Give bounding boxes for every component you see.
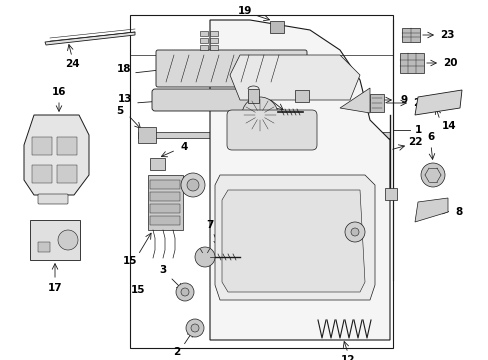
Bar: [32, 165, 52, 183]
Text: 24: 24: [64, 59, 79, 69]
Bar: [369, 94, 383, 112]
Bar: [30, 220, 80, 260]
Text: 17: 17: [48, 283, 62, 293]
Text: 6: 6: [427, 132, 434, 142]
Bar: [130, 15, 392, 348]
Text: 11: 11: [193, 91, 207, 101]
Bar: [150, 158, 164, 170]
Bar: [38, 242, 50, 252]
Polygon shape: [215, 175, 374, 300]
FancyBboxPatch shape: [38, 194, 68, 204]
Polygon shape: [209, 20, 389, 340]
Text: 21: 21: [412, 98, 427, 108]
Bar: [150, 180, 180, 189]
Circle shape: [181, 288, 189, 296]
Circle shape: [185, 319, 203, 337]
Bar: [209, 38, 218, 43]
Text: 8: 8: [454, 207, 462, 217]
Text: 7: 7: [252, 82, 259, 92]
Text: 3: 3: [159, 265, 166, 275]
Bar: [57, 165, 77, 183]
Bar: [148, 175, 183, 230]
Circle shape: [191, 324, 199, 332]
Bar: [209, 31, 218, 36]
Bar: [200, 31, 207, 36]
Circle shape: [345, 222, 364, 242]
Polygon shape: [339, 88, 369, 113]
Bar: [399, 53, 423, 73]
Polygon shape: [45, 32, 135, 45]
Text: 15: 15: [130, 285, 145, 295]
Text: 12: 12: [340, 355, 354, 360]
Bar: [32, 137, 52, 155]
Text: 2: 2: [173, 347, 180, 357]
Text: 7: 7: [206, 220, 213, 230]
Bar: [150, 204, 180, 213]
Bar: [209, 45, 218, 50]
Bar: [294, 90, 308, 102]
Polygon shape: [229, 55, 359, 100]
FancyBboxPatch shape: [156, 50, 306, 87]
Bar: [247, 89, 259, 103]
Bar: [150, 192, 180, 201]
Polygon shape: [414, 198, 447, 222]
Text: 13: 13: [118, 94, 132, 104]
Text: 23: 23: [439, 30, 453, 40]
Circle shape: [195, 247, 215, 267]
Text: 19: 19: [237, 6, 252, 16]
Polygon shape: [24, 115, 89, 195]
Text: 9: 9: [400, 95, 407, 105]
Bar: [150, 216, 180, 225]
Text: 10: 10: [230, 91, 244, 101]
Bar: [200, 45, 207, 50]
Text: 4: 4: [180, 142, 187, 152]
Circle shape: [186, 179, 199, 191]
Text: 22: 22: [407, 137, 421, 147]
Circle shape: [176, 283, 194, 301]
Text: 5: 5: [116, 106, 123, 116]
Bar: [138, 132, 389, 138]
Circle shape: [242, 97, 278, 133]
Bar: [57, 137, 77, 155]
Circle shape: [350, 228, 358, 236]
Text: 14: 14: [441, 121, 455, 131]
Text: 15: 15: [122, 256, 137, 266]
Circle shape: [58, 230, 78, 250]
Text: 18: 18: [117, 64, 131, 74]
Polygon shape: [414, 90, 461, 115]
Text: 16: 16: [52, 87, 66, 97]
Bar: [138, 127, 156, 143]
Bar: [200, 38, 207, 43]
FancyBboxPatch shape: [152, 89, 258, 111]
Bar: [384, 188, 396, 200]
Circle shape: [181, 173, 204, 197]
Circle shape: [420, 163, 444, 187]
Polygon shape: [222, 190, 364, 292]
Bar: [401, 28, 419, 42]
FancyBboxPatch shape: [226, 110, 316, 150]
Text: 20: 20: [442, 58, 456, 68]
Text: 1: 1: [413, 125, 421, 135]
Bar: [269, 21, 284, 33]
